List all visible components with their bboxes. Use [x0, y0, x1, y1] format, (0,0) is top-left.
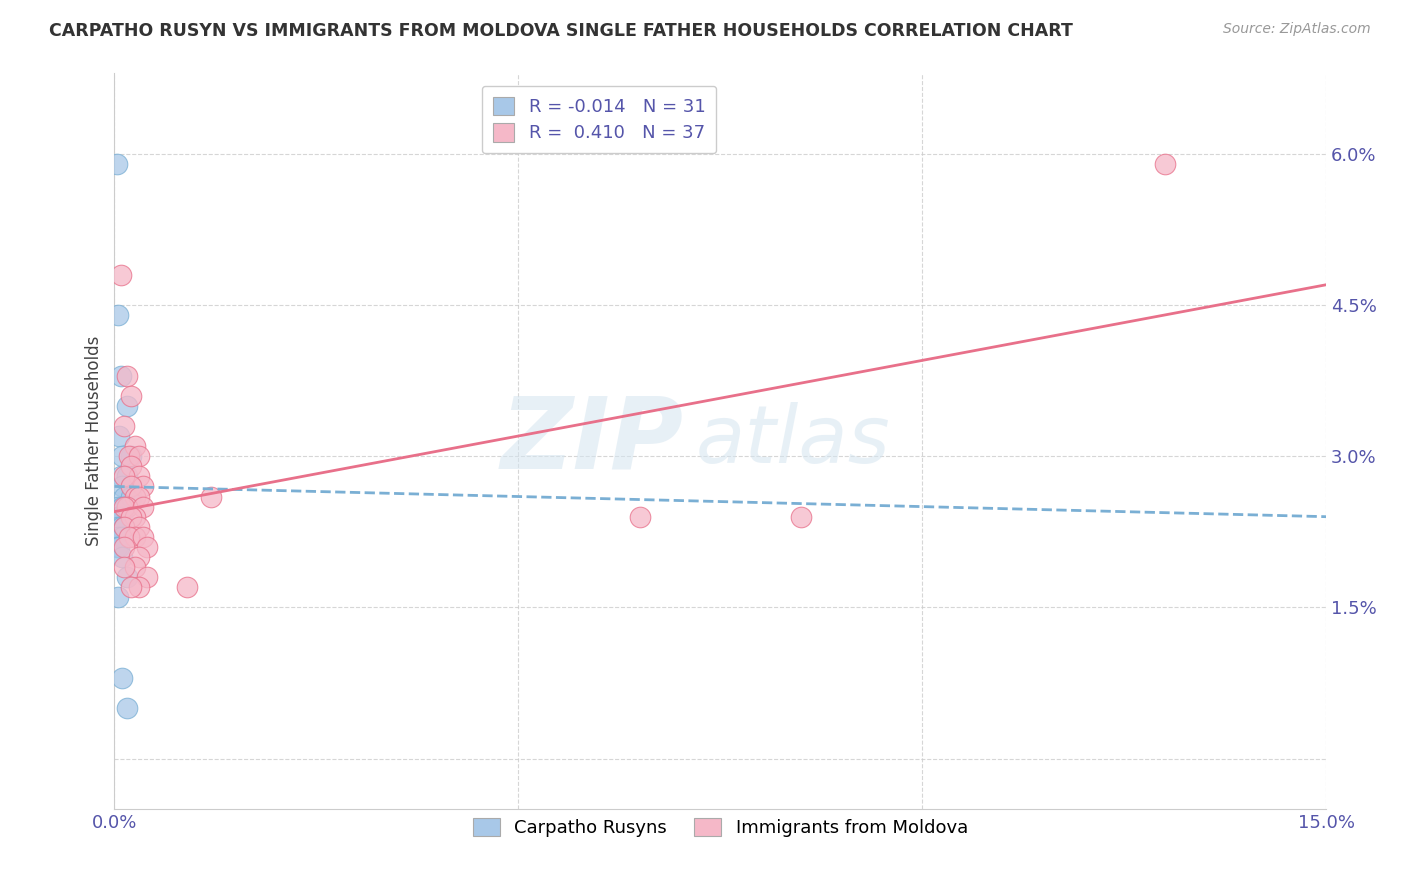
Point — [112, 520, 135, 534]
Point — [135, 540, 157, 554]
Point — [131, 479, 153, 493]
Point — [112, 490, 135, 504]
Point — [128, 469, 150, 483]
Point — [110, 368, 132, 383]
Point — [112, 560, 135, 574]
Point — [124, 530, 146, 544]
Point — [128, 520, 150, 534]
Point — [111, 530, 134, 544]
Point — [118, 530, 141, 544]
Point — [131, 500, 153, 514]
Point — [112, 540, 135, 554]
Point — [107, 520, 129, 534]
Point — [115, 368, 138, 383]
Y-axis label: Single Father Households: Single Father Households — [86, 336, 103, 546]
Point — [111, 479, 134, 493]
Point — [108, 540, 131, 554]
Point — [120, 580, 142, 594]
Point — [120, 479, 142, 493]
Point — [115, 500, 138, 514]
Point — [107, 500, 129, 514]
Point — [107, 530, 129, 544]
Text: ZIP: ZIP — [501, 392, 683, 490]
Point — [107, 308, 129, 322]
Point — [131, 530, 153, 544]
Point — [120, 459, 142, 474]
Point — [120, 449, 142, 463]
Point — [111, 449, 134, 463]
Point — [108, 429, 131, 443]
Point — [110, 268, 132, 282]
Point — [176, 580, 198, 594]
Point — [112, 500, 135, 514]
Point — [120, 479, 142, 493]
Point — [110, 469, 132, 483]
Point — [124, 509, 146, 524]
Point — [120, 389, 142, 403]
Point — [112, 469, 135, 483]
Point — [110, 520, 132, 534]
Point — [105, 540, 128, 554]
Point — [112, 419, 135, 434]
Point — [111, 549, 134, 564]
Point — [118, 449, 141, 463]
Point — [108, 509, 131, 524]
Point — [128, 449, 150, 463]
Point — [124, 490, 146, 504]
Text: atlas: atlas — [696, 402, 891, 480]
Point — [115, 469, 138, 483]
Point — [105, 157, 128, 171]
Point — [105, 509, 128, 524]
Point — [111, 500, 134, 514]
Point — [111, 671, 134, 685]
Point — [112, 520, 135, 534]
Point — [107, 591, 129, 605]
Point — [115, 570, 138, 584]
Point — [200, 490, 222, 504]
Point — [115, 399, 138, 413]
Point — [135, 570, 157, 584]
Point — [1153, 157, 1175, 171]
Point — [124, 560, 146, 574]
Point — [128, 580, 150, 594]
Point — [115, 701, 138, 715]
Point — [790, 509, 813, 524]
Point — [128, 549, 150, 564]
Point — [120, 490, 142, 504]
Point — [111, 509, 134, 524]
Point — [120, 509, 142, 524]
Legend: Carpatho Rusyns, Immigrants from Moldova: Carpatho Rusyns, Immigrants from Moldova — [465, 811, 976, 845]
Point — [124, 439, 146, 453]
Point — [128, 490, 150, 504]
Point — [115, 500, 138, 514]
Text: Source: ZipAtlas.com: Source: ZipAtlas.com — [1223, 22, 1371, 37]
Point — [628, 509, 651, 524]
Text: CARPATHO RUSYN VS IMMIGRANTS FROM MOLDOVA SINGLE FATHER HOUSEHOLDS CORRELATION C: CARPATHO RUSYN VS IMMIGRANTS FROM MOLDOV… — [49, 22, 1073, 40]
